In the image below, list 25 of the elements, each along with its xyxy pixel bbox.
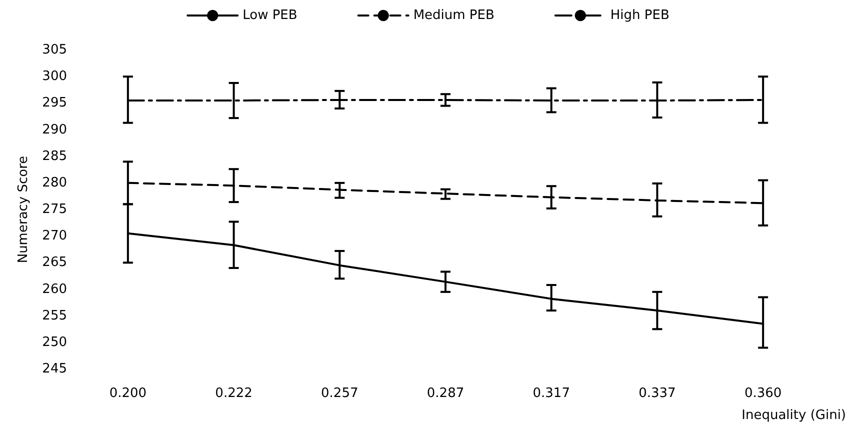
y-tick-label: 265 bbox=[42, 255, 67, 270]
y-tick-label: 290 bbox=[42, 122, 67, 138]
x-tick-label: 0.257 bbox=[321, 386, 358, 401]
y-tick-label: 270 bbox=[42, 228, 67, 244]
y-tick-label: 250 bbox=[42, 334, 67, 350]
legend-label: High PEB bbox=[610, 8, 670, 23]
y-axis-title: Numeracy Score bbox=[16, 156, 31, 264]
x-tick-label: 0.317 bbox=[532, 386, 570, 401]
y-tick-label: 300 bbox=[42, 69, 67, 84]
x-tick-label: 0.222 bbox=[215, 386, 252, 401]
x-tick-label: 0.200 bbox=[109, 386, 147, 401]
y-tick-label: 275 bbox=[42, 202, 67, 217]
y-tick-label: 260 bbox=[42, 282, 67, 297]
legend-label: Low PEB bbox=[242, 8, 298, 23]
x-tick-label: 0.337 bbox=[638, 386, 676, 401]
x-tick-label: 0.287 bbox=[426, 386, 464, 401]
y-tick-label: 285 bbox=[42, 148, 67, 164]
legend-label: Medium PEB bbox=[413, 8, 494, 23]
y-tick-label: 280 bbox=[42, 175, 67, 190]
y-tick-label: 295 bbox=[42, 96, 67, 111]
x-axis-title: Inequality (Gini) bbox=[742, 408, 846, 423]
y-tick-label: 245 bbox=[42, 362, 67, 376]
y-tick-label: 255 bbox=[42, 308, 67, 324]
y-tick-label: 305 bbox=[42, 42, 67, 58]
x-tick-label: 0.360 bbox=[744, 386, 782, 401]
